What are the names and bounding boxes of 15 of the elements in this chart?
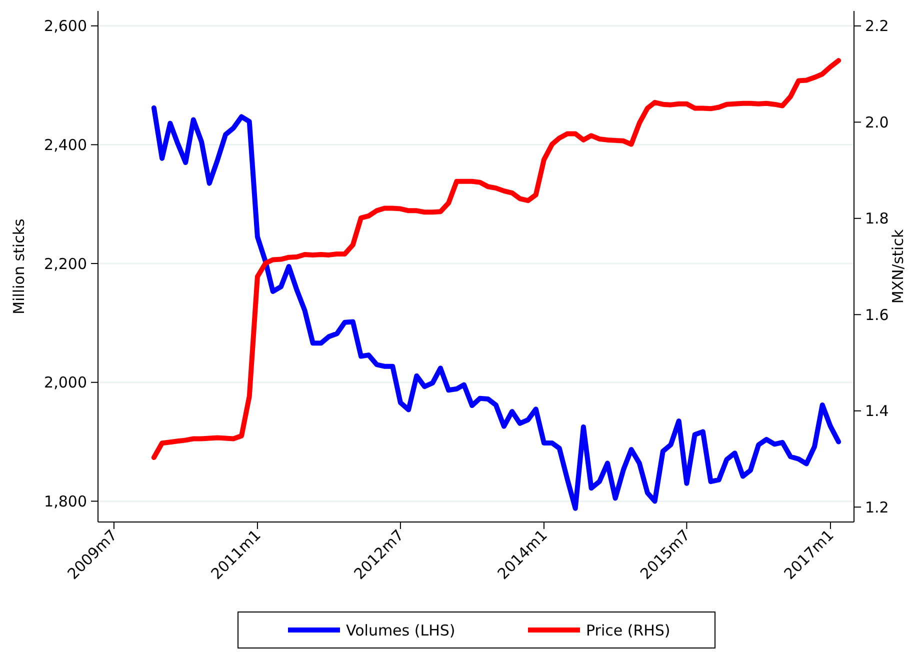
- y-tick-label: 2,000: [44, 374, 87, 392]
- y2-tick-label: 1.2: [865, 498, 889, 516]
- y2-tick-label: 1.6: [865, 306, 889, 324]
- y-tick-label: 2,200: [44, 254, 87, 273]
- legend-label: Price (RHS): [586, 621, 670, 640]
- y-tick-label: 2,400: [44, 136, 87, 154]
- y-tick-label: 2,600: [44, 17, 87, 36]
- y2-tick-label: 2.2: [865, 17, 889, 36]
- legend-label: Volumes (LHS): [346, 621, 456, 640]
- y2-tick-label: 2.0: [865, 113, 889, 132]
- y2-tick-label: 1.8: [865, 210, 889, 228]
- y2-axis-title: MXN/stick: [889, 229, 907, 304]
- y2-tick-label: 1.4: [865, 402, 889, 420]
- y-axis-title: Million sticks: [10, 218, 28, 314]
- y-tick-label: 1,800: [44, 492, 87, 510]
